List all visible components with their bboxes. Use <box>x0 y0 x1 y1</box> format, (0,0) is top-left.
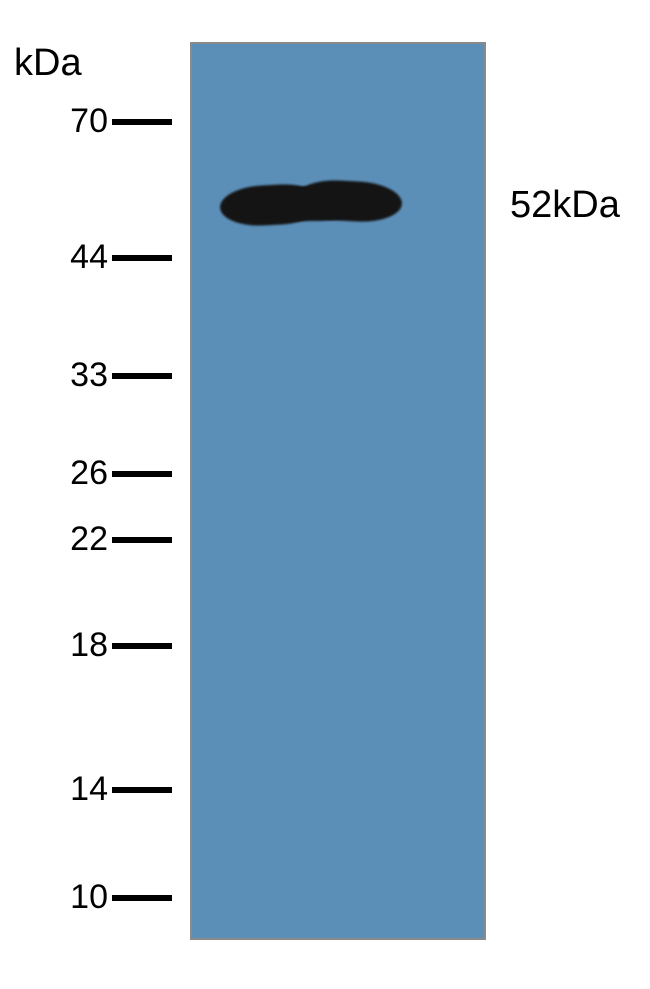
western-blot-figure: kDa 52kDa 7044332622181410 <box>0 0 650 989</box>
ladder-tick <box>112 119 172 125</box>
ladder-tick <box>112 537 172 543</box>
ladder-tick <box>112 787 172 793</box>
ladder-label: 18 <box>70 626 108 665</box>
ladder-label: 14 <box>70 770 108 809</box>
ladder-label: 26 <box>70 454 108 493</box>
ladder-tick <box>112 895 172 901</box>
ladder-label: 44 <box>70 238 108 277</box>
band-blob <box>256 187 363 221</box>
ladder-tick <box>112 373 172 379</box>
band-size-label: 52kDa <box>510 184 620 227</box>
ladder-tick <box>112 643 172 649</box>
ladder-tick <box>112 471 172 477</box>
ladder-tick <box>112 255 172 261</box>
ladder-label: 33 <box>70 356 108 395</box>
protein-band <box>0 0 650 989</box>
ladder-label: 22 <box>70 520 108 559</box>
ladder-label: 10 <box>70 878 108 917</box>
ladder-label: 70 <box>70 102 108 141</box>
